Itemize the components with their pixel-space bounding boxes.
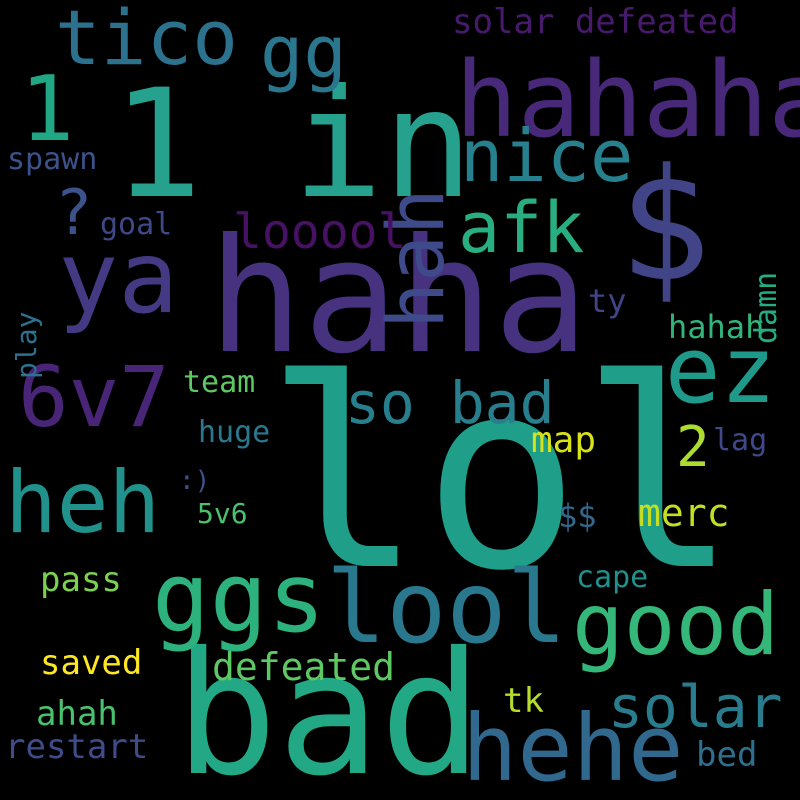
word-spawn: spawn bbox=[7, 142, 98, 177]
word-solar: solar bbox=[608, 673, 783, 741]
word-1-in: 1 in bbox=[112, 58, 474, 232]
word-lool: lool bbox=[326, 549, 567, 666]
word-play: play bbox=[10, 312, 43, 380]
word-goal: goal bbox=[100, 207, 173, 242]
word-tico: tico bbox=[55, 0, 239, 82]
word-lol: lol bbox=[265, 323, 739, 628]
word-5v6: 5v6 bbox=[197, 497, 248, 530]
word-cape: cape bbox=[576, 560, 649, 595]
word-2: 2 bbox=[676, 415, 710, 480]
word-good: good bbox=[572, 575, 780, 675]
word-restart: restart bbox=[5, 727, 149, 767]
word-ty: ty bbox=[588, 282, 627, 320]
word-damn: damn bbox=[749, 272, 784, 345]
word-ahah: ahah bbox=[36, 694, 118, 734]
word-lag: lag bbox=[713, 423, 768, 458]
word-merc: merc bbox=[638, 491, 730, 535]
word-ya: ya bbox=[58, 219, 179, 336]
word-saved: saved bbox=[40, 643, 143, 683]
word-huge: huge bbox=[198, 415, 271, 450]
word-hahah: hahah bbox=[668, 308, 765, 346]
word-looool: looool bbox=[233, 204, 407, 260]
word-heh: heh bbox=[5, 453, 161, 553]
word-gg: gg bbox=[260, 10, 347, 94]
word-haha: haha bbox=[208, 205, 589, 389]
word-double-dollar: $$ bbox=[558, 497, 597, 535]
word-map: map bbox=[531, 420, 597, 461]
word-tk: tk bbox=[503, 681, 544, 721]
word-hahaha: hahaha bbox=[455, 39, 800, 161]
word-ggs: ggs bbox=[152, 542, 326, 654]
word-pass: pass bbox=[40, 560, 122, 600]
word-team: team bbox=[183, 365, 256, 400]
word-defeated: defeated bbox=[212, 645, 396, 689]
word-dollar: $ bbox=[618, 135, 712, 316]
word-6v7: 6v7 bbox=[18, 348, 170, 446]
word-solar-defeated: solar defeated bbox=[452, 2, 739, 42]
word-smiley: :) bbox=[179, 466, 211, 496]
word-question: ? bbox=[55, 176, 93, 249]
word-1: 1 bbox=[20, 57, 75, 162]
word-hehe: hehe bbox=[462, 695, 684, 800]
word-afk: afk bbox=[458, 187, 585, 269]
word-ez: ez bbox=[665, 317, 776, 424]
word-nice: nice bbox=[460, 114, 634, 198]
word-bed: bed bbox=[696, 735, 758, 775]
word-so-bad: so bad bbox=[345, 369, 555, 437]
word-bad: bad bbox=[175, 616, 483, 800]
